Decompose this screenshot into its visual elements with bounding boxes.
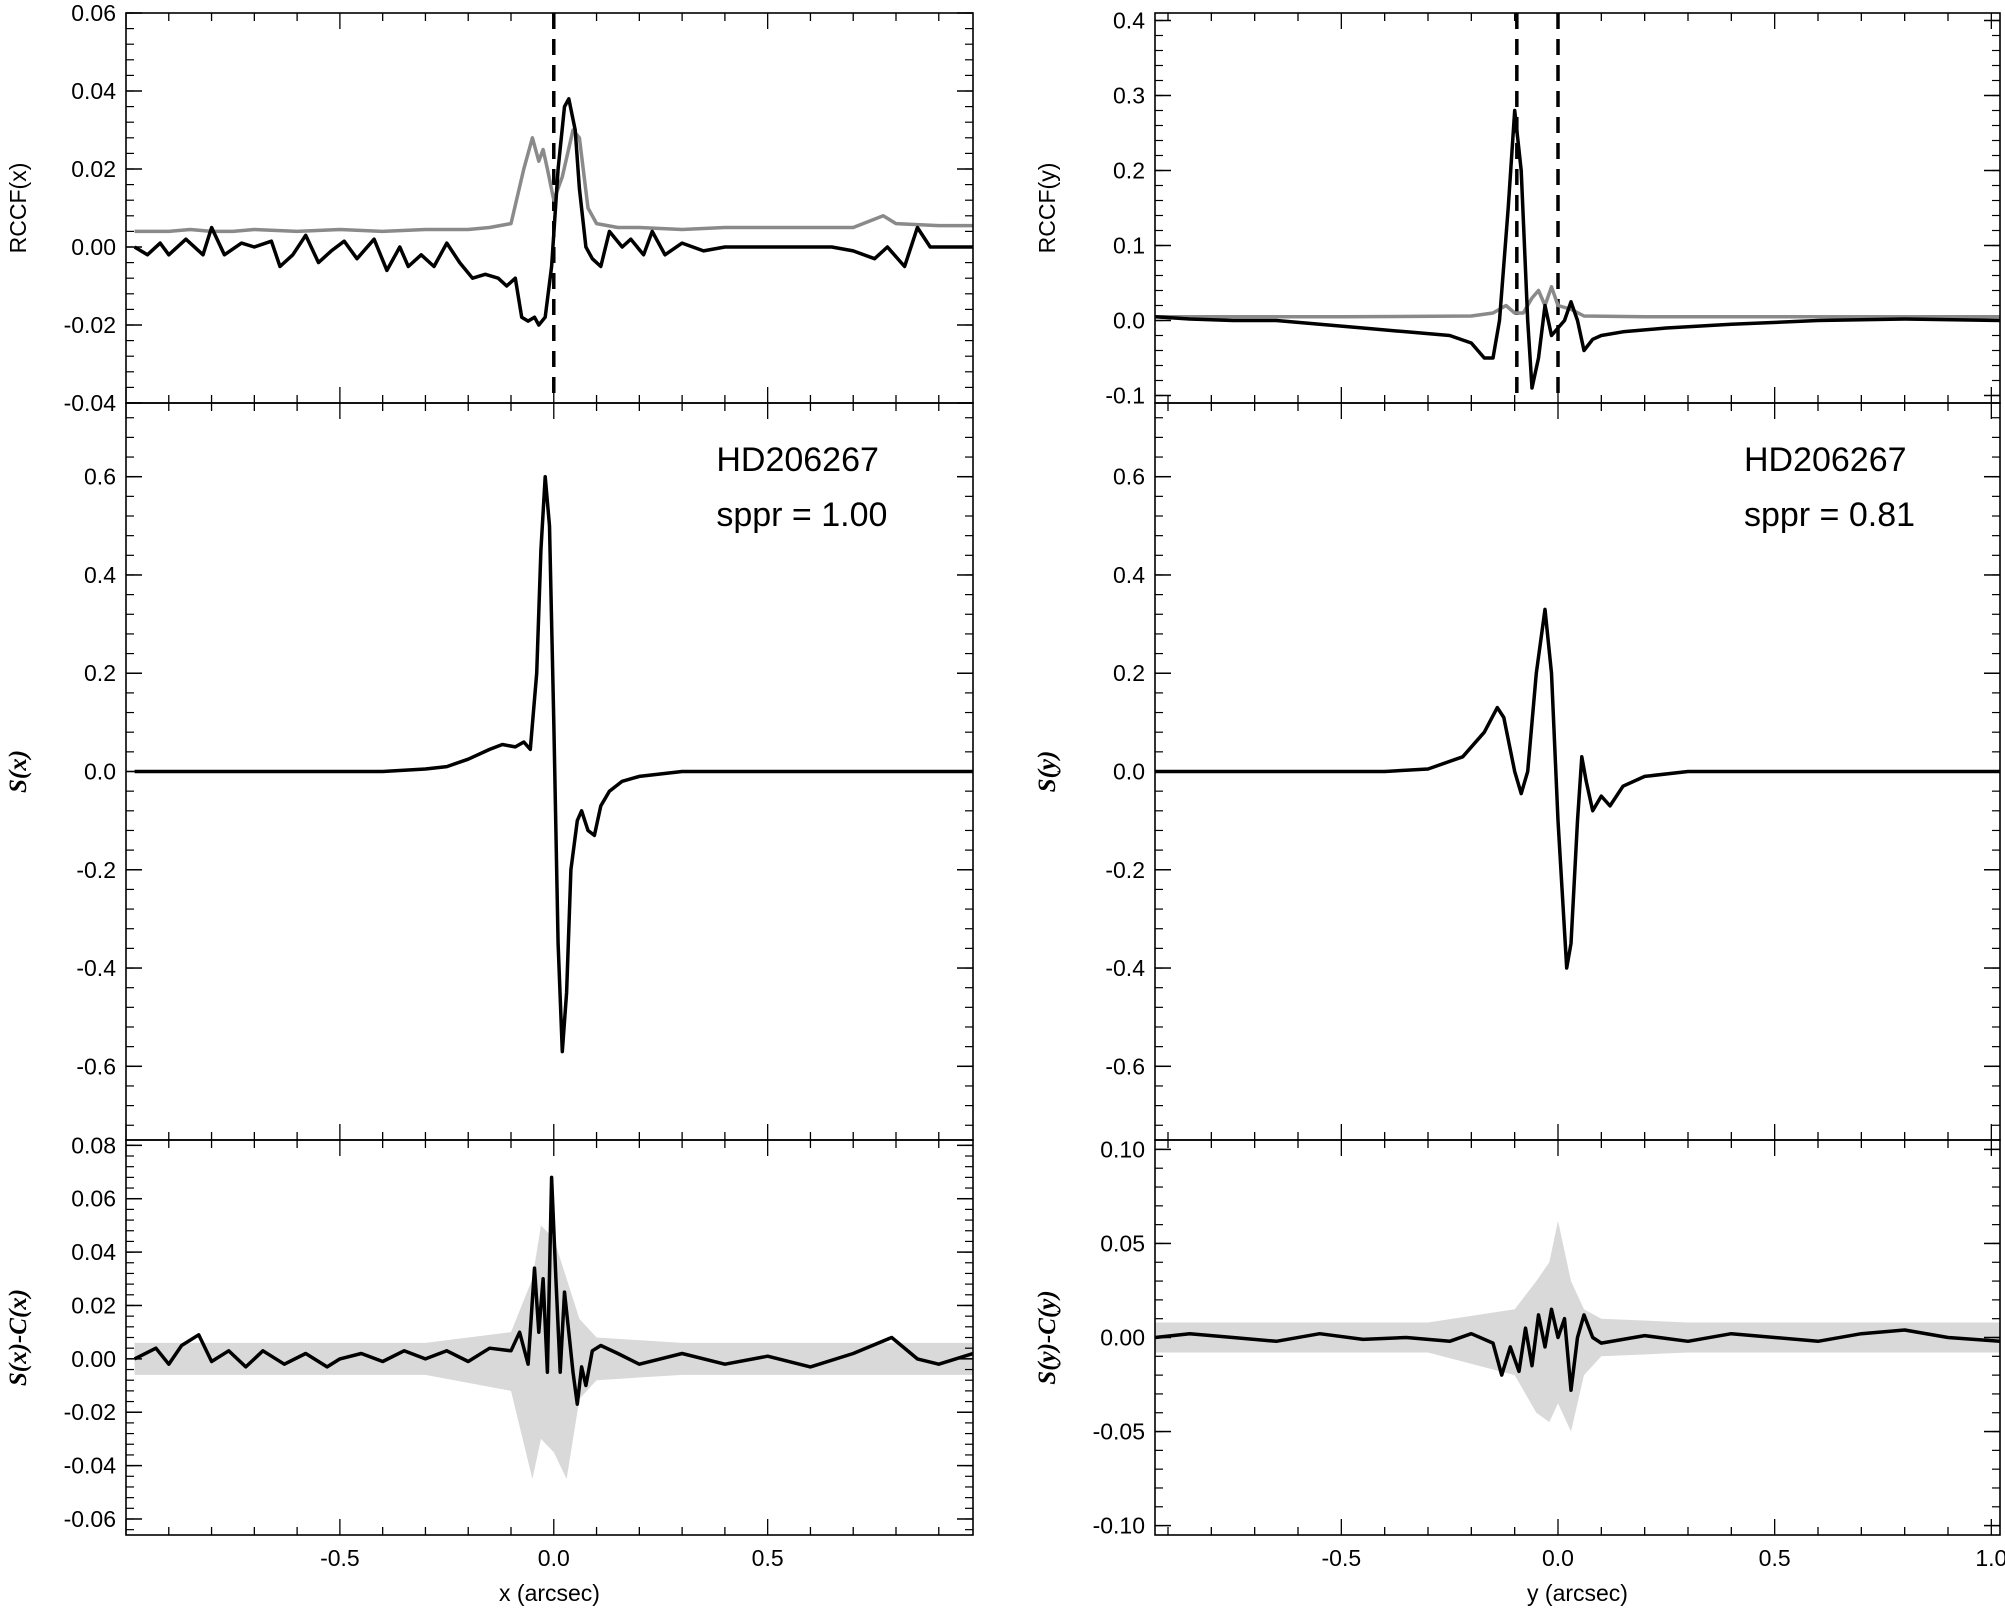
y-tick-label: 0.1 [1113, 233, 1145, 259]
y-tick-label: 0.02 [71, 1292, 116, 1318]
plot-frame [1154, 12, 2001, 404]
y-axis-title: RCCF(y) [1034, 163, 1060, 254]
y-tick-label: 0.0 [84, 759, 116, 785]
series-line-1 [133, 97, 973, 327]
series-line-0 [1155, 1307, 2000, 1392]
x-tick-label: 0.0 [1542, 1545, 1574, 1571]
y-tick-label: 0.06 [71, 0, 116, 26]
error-band [1155, 1220, 2000, 1432]
y-tick-label: 0.04 [71, 1239, 116, 1265]
y-tick-label: 0.05 [1100, 1230, 1145, 1256]
series-line-0 [134, 474, 973, 1054]
y-tick-label: -0.6 [76, 1053, 116, 1079]
error-band [134, 1225, 973, 1479]
panel-right-bottom: -0.10 -0.05 0.00 0.05 0.10 -0.5 0.0 0.5 1.0 S(y)-… [1034, 1136, 2005, 1606]
y-tick-label: 0.02 [71, 156, 116, 182]
y-axis-title: S(y) [1034, 751, 1061, 793]
y-tick-label: -0.10 [1093, 1513, 1145, 1539]
panel-left-top: -0.04 -0.02 0.00 0.02 0.04 0.06 RCCF(x) [5, 0, 974, 416]
y-tick-label: 0.06 [71, 1186, 116, 1212]
panel-right-middle: -0.6 -0.4 -0.2 0.0 0.2 0.4 0.6 S(y) HD206267 sppr… [1034, 402, 2001, 1141]
annotation-line: HD206267 [716, 441, 879, 479]
y-axis-title: RCCF(x) [5, 163, 31, 254]
y-tick-label: 0.00 [1100, 1325, 1145, 1351]
series-line-0 [134, 128, 973, 234]
series-line-0 [133, 1175, 973, 1406]
y-tick-label: 0.2 [1113, 660, 1145, 686]
x-tick-label: -0.5 [1322, 1545, 1362, 1571]
y-tick-label: -0.02 [64, 1399, 116, 1425]
y-tick-label: -0.04 [64, 1453, 117, 1479]
y-tick-label: 0.00 [71, 234, 116, 260]
y-tick-label: -0.4 [1105, 955, 1145, 981]
y-tick-label: -0.2 [1105, 857, 1145, 883]
y-tick-label: 0.08 [71, 1132, 116, 1158]
y-tick-label: -0.2 [76, 857, 116, 883]
y-tick-label: -0.04 [64, 390, 117, 416]
y-axis-title: S(x) [5, 750, 32, 793]
y-tick-label: 0.6 [1113, 464, 1145, 490]
y-tick-label: 0.3 [1113, 83, 1145, 109]
y-tick-label: 0.0 [1113, 759, 1145, 785]
y-tick-label: 0.6 [84, 464, 116, 490]
x-axis-title: y (arcsec) [1527, 1580, 1628, 1606]
y-tick-label: -0.02 [64, 312, 116, 338]
x-tick-label: 0.5 [752, 1545, 784, 1571]
series-line-0 [1155, 607, 2000, 970]
y-tick-label: 0.00 [71, 1346, 116, 1372]
x-tick-label: -0.5 [320, 1545, 360, 1571]
y-tick-label: 0.2 [1113, 158, 1145, 184]
y-tick-label: 0.4 [1113, 562, 1145, 588]
y-tick-label: -0.1 [1105, 383, 1145, 409]
series-line-1 [1155, 108, 2000, 390]
series-line-0 [1155, 285, 2000, 319]
panel-left-middle: -0.6 -0.4 -0.2 0.0 0.2 0.4 0.6 S(x) HD206267 sppr… [5, 402, 974, 1141]
y-tick-label: -0.4 [76, 955, 116, 981]
panel-left-bottom: -0.06 -0.04 -0.02 0.00 0.02 0.04 0.06 0.08 -0.5 0… [5, 1132, 974, 1606]
y-axis-title: S(y)-C(y) [1034, 1290, 1061, 1384]
plot-frame [125, 12, 974, 404]
y-tick-label: 0.0 [1113, 308, 1145, 334]
y-tick-label: -0.06 [64, 1506, 116, 1532]
x-axis-title: x (arcsec) [499, 1580, 600, 1606]
x-tick-label: 0.5 [1759, 1545, 1791, 1571]
y-tick-label: -0.6 [1105, 1053, 1145, 1079]
y-tick-label: 0.04 [71, 78, 116, 104]
annotation-line: sppr = 1.00 [716, 496, 887, 534]
y-axis-title: S(x)-C(x) [5, 1289, 32, 1386]
annotation-line: HD206267 [1744, 441, 1907, 479]
x-tick-label: 1.0 [1975, 1545, 2005, 1571]
x-tick-label: 0.0 [538, 1545, 570, 1571]
y-tick-label: -0.05 [1093, 1419, 1145, 1445]
y-tick-label: 0.2 [84, 660, 116, 686]
panel-right-top: -0.1 0.0 0.1 0.2 0.3 0.4 RCCF(y) [1034, 8, 2001, 409]
y-tick-label: 0.4 [1113, 8, 1145, 34]
y-tick-label: 0.10 [1100, 1136, 1145, 1162]
y-tick-label: 0.4 [84, 562, 116, 588]
annotation-line: sppr = 0.81 [1744, 496, 1915, 534]
